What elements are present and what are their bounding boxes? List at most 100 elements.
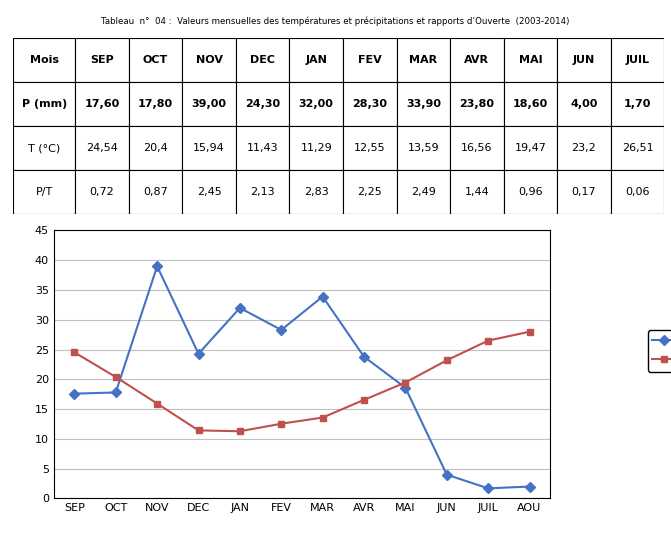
Text: AVR: AVR [464, 55, 489, 65]
P (mm) [111, 389, 119, 396]
FancyBboxPatch shape [504, 82, 557, 126]
T (°C) [484, 337, 492, 344]
FancyBboxPatch shape [75, 126, 129, 170]
FancyBboxPatch shape [183, 170, 236, 214]
Text: 17,60: 17,60 [85, 99, 119, 109]
FancyBboxPatch shape [236, 170, 289, 214]
FancyBboxPatch shape [183, 82, 236, 126]
T (°C) [360, 397, 368, 403]
Text: 0,06: 0,06 [625, 187, 650, 197]
Text: T (°C): T (°C) [28, 143, 60, 153]
FancyBboxPatch shape [289, 38, 343, 82]
Text: 15,94: 15,94 [193, 143, 225, 153]
Text: JAN: JAN [305, 55, 327, 65]
Text: 2,49: 2,49 [411, 187, 435, 197]
Text: 0,72: 0,72 [90, 187, 114, 197]
Text: 1,70: 1,70 [624, 99, 651, 109]
Text: 1,44: 1,44 [464, 187, 489, 197]
Text: 39,00: 39,00 [192, 99, 227, 109]
Text: 24,54: 24,54 [86, 143, 118, 153]
Text: 12,55: 12,55 [354, 143, 386, 153]
Text: FEV: FEV [358, 55, 382, 65]
FancyBboxPatch shape [611, 170, 664, 214]
P (mm) [360, 354, 368, 360]
T (°C) [319, 414, 327, 421]
Legend: P (mm), T (°C): P (mm), T (°C) [648, 330, 671, 372]
Text: DEC: DEC [250, 55, 275, 65]
Text: 2,25: 2,25 [358, 187, 382, 197]
FancyBboxPatch shape [557, 38, 611, 82]
FancyBboxPatch shape [13, 126, 75, 170]
Text: 2,13: 2,13 [250, 187, 275, 197]
FancyBboxPatch shape [450, 82, 504, 126]
Text: Mois: Mois [30, 55, 59, 65]
Text: 2,45: 2,45 [197, 187, 221, 197]
FancyBboxPatch shape [129, 126, 183, 170]
Text: 26,51: 26,51 [622, 143, 654, 153]
T (°C) [70, 349, 79, 355]
Text: 18,60: 18,60 [513, 99, 548, 109]
Text: 0,17: 0,17 [572, 187, 597, 197]
FancyBboxPatch shape [450, 170, 504, 214]
Text: 23,2: 23,2 [572, 143, 597, 153]
FancyBboxPatch shape [129, 170, 183, 214]
Text: 13,59: 13,59 [407, 143, 439, 153]
FancyBboxPatch shape [504, 170, 557, 214]
P (mm) [277, 327, 285, 333]
P (mm) [319, 293, 327, 300]
Text: 32,00: 32,00 [299, 99, 333, 109]
Text: MAR: MAR [409, 55, 437, 65]
FancyBboxPatch shape [504, 126, 557, 170]
FancyBboxPatch shape [611, 38, 664, 82]
T (°C) [277, 421, 285, 427]
FancyBboxPatch shape [13, 82, 75, 126]
FancyBboxPatch shape [397, 170, 450, 214]
P (mm) [195, 351, 203, 357]
FancyBboxPatch shape [75, 170, 129, 214]
FancyBboxPatch shape [557, 170, 611, 214]
FancyBboxPatch shape [504, 38, 557, 82]
FancyBboxPatch shape [183, 126, 236, 170]
Text: OCT: OCT [143, 55, 168, 65]
Text: Tableau  n°  04 :  Valeurs mensuelles des températures et précipitations et rapp: Tableau n° 04 : Valeurs mensuelles des t… [101, 16, 570, 26]
Text: 16,56: 16,56 [461, 143, 493, 153]
P (mm) [525, 483, 533, 490]
FancyBboxPatch shape [75, 38, 129, 82]
FancyBboxPatch shape [397, 82, 450, 126]
FancyBboxPatch shape [557, 126, 611, 170]
FancyBboxPatch shape [343, 170, 397, 214]
T (°C) [111, 374, 119, 380]
FancyBboxPatch shape [129, 82, 183, 126]
Text: NOV: NOV [196, 55, 223, 65]
Text: P (mm): P (mm) [21, 99, 67, 109]
FancyBboxPatch shape [13, 38, 75, 82]
Text: 33,90: 33,90 [406, 99, 441, 109]
T (°C) [153, 400, 161, 407]
Text: P/T: P/T [36, 187, 53, 197]
P (mm) [236, 304, 244, 311]
Text: 2,83: 2,83 [304, 187, 329, 197]
FancyBboxPatch shape [289, 82, 343, 126]
FancyBboxPatch shape [557, 82, 611, 126]
T (°C) [443, 357, 451, 363]
Text: SEP: SEP [90, 55, 114, 65]
FancyBboxPatch shape [236, 82, 289, 126]
FancyBboxPatch shape [397, 38, 450, 82]
Text: 24,30: 24,30 [245, 99, 280, 109]
P (mm) [153, 263, 161, 270]
Text: 19,47: 19,47 [515, 143, 546, 153]
FancyBboxPatch shape [343, 126, 397, 170]
Text: JUIL: JUIL [625, 55, 650, 65]
T (°C) [236, 428, 244, 435]
Text: 23,80: 23,80 [460, 99, 495, 109]
FancyBboxPatch shape [289, 170, 343, 214]
T (°C) [525, 329, 533, 335]
FancyBboxPatch shape [289, 126, 343, 170]
FancyBboxPatch shape [450, 126, 504, 170]
FancyBboxPatch shape [450, 38, 504, 82]
Line: P (mm): P (mm) [71, 263, 533, 492]
FancyBboxPatch shape [611, 82, 664, 126]
FancyBboxPatch shape [343, 82, 397, 126]
P (mm) [443, 472, 451, 478]
FancyBboxPatch shape [236, 126, 289, 170]
